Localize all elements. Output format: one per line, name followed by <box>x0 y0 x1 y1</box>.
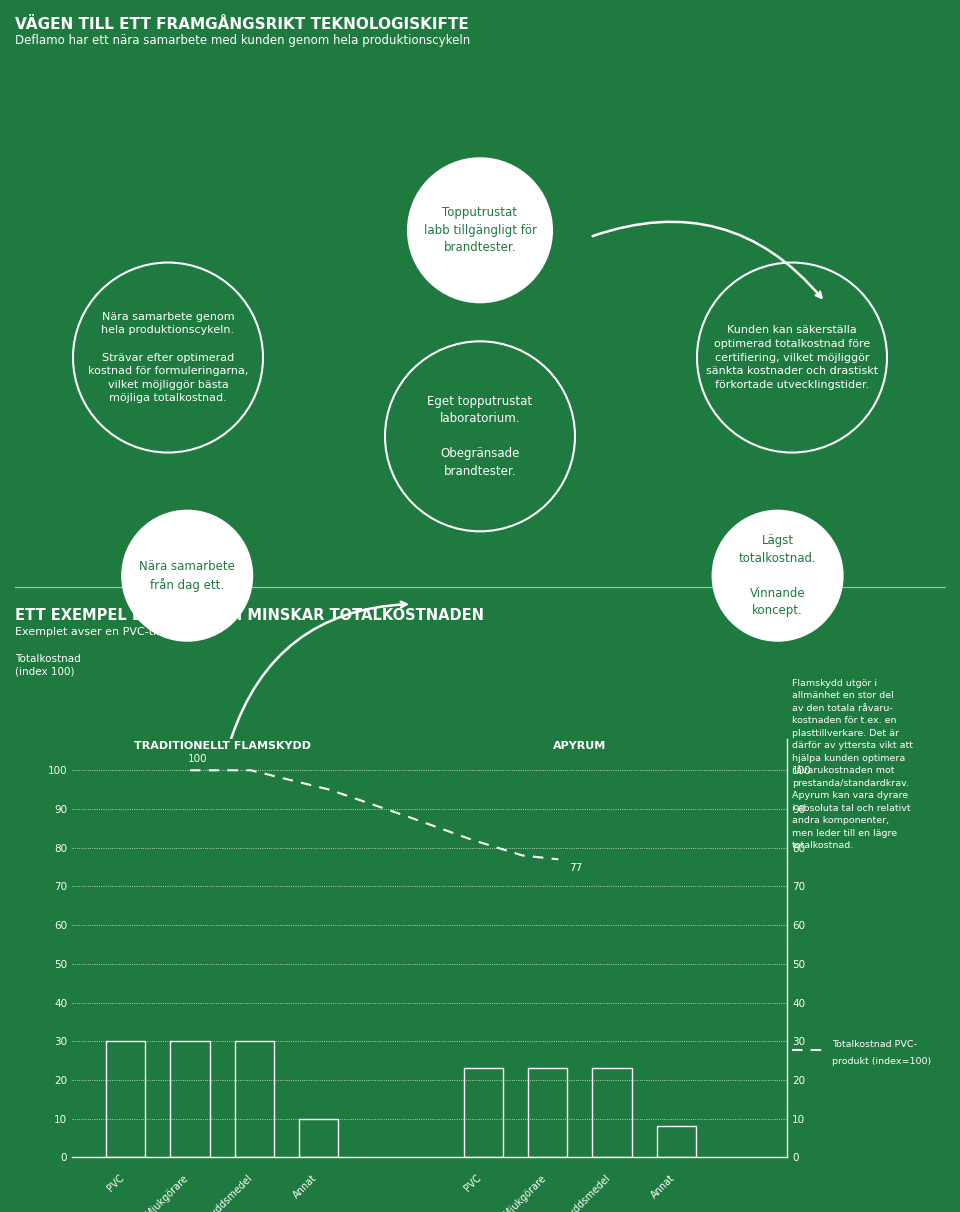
Bar <box>106 1041 145 1157</box>
Text: Eget topputrustat
laboratorium.

Obegränsade
brandtester.: Eget topputrustat laboratorium. Obegräns… <box>427 395 533 478</box>
Text: Annat: Annat <box>291 1173 319 1201</box>
Text: PVC: PVC <box>463 1173 483 1194</box>
Text: Nära samarbete
från dag ett.: Nära samarbete från dag ett. <box>139 560 235 591</box>
Text: VÄGEN TILL ETT FRAMGÅNGSRIKT TEKNOLOGISKIFTE: VÄGEN TILL ETT FRAMGÅNGSRIKT TEKNOLOGISK… <box>15 17 468 32</box>
Text: Nära samarbete genom
hela produktionscykeln.

Strävar efter optimerad
kostnad fö: Nära samarbete genom hela produktionscyk… <box>87 311 249 404</box>
Text: 77: 77 <box>569 863 583 873</box>
Circle shape <box>122 510 252 641</box>
Text: Exemplet avser en PVC-tillverkare: Exemplet avser en PVC-tillverkare <box>15 627 205 638</box>
Text: Mjukgörare: Mjukgörare <box>502 1173 547 1212</box>
Bar <box>657 1126 696 1157</box>
Text: (index 100): (index 100) <box>15 667 75 676</box>
Bar <box>592 1069 632 1157</box>
Text: PVC: PVC <box>105 1173 126 1194</box>
Text: Lägst
totalkostnad.

Vinnande
koncept.: Lägst totalkostnad. Vinnande koncept. <box>739 534 816 617</box>
Text: Flamskyddsmedel: Flamskyddsmedel <box>542 1173 612 1212</box>
Text: TRADITIONELLT FLAMSKYDD: TRADITIONELLT FLAMSKYDD <box>133 741 311 751</box>
Text: ETT EXEMPEL DÄR APYRUM MINSKAR TOTALKOSTNADEN: ETT EXEMPEL DÄR APYRUM MINSKAR TOTALKOST… <box>15 608 484 623</box>
Bar <box>300 1119 339 1157</box>
Text: Kunden kan säkerställa
optimerad totalkostnad före
certifiering, vilket möjliggö: Kunden kan säkerställa optimerad totalko… <box>706 325 878 390</box>
Bar <box>234 1041 274 1157</box>
Text: produkt (index=100): produkt (index=100) <box>831 1057 931 1067</box>
Text: Mjukgörare: Mjukgörare <box>144 1173 190 1212</box>
Text: Annat: Annat <box>649 1173 677 1201</box>
Bar <box>528 1069 567 1157</box>
Text: Deflamo har ett nära samarbete med kunden genom hela produktionscykeln: Deflamo har ett nära samarbete med kunde… <box>15 34 470 47</box>
Bar <box>464 1069 503 1157</box>
Text: Flamskydd utgör i
allmänhet en stor del
av den totala råvaru-
kostnaden för t.ex: Flamskydd utgör i allmänhet en stor del … <box>792 679 913 851</box>
Text: 100: 100 <box>187 755 207 765</box>
Bar <box>170 1041 209 1157</box>
Text: Flamskyddsmedel: Flamskyddsmedel <box>185 1173 254 1212</box>
Circle shape <box>712 510 843 641</box>
Text: Totalkostnad: Totalkostnad <box>15 654 81 664</box>
Circle shape <box>408 159 552 302</box>
Text: Totalkostnad PVC-: Totalkostnad PVC- <box>831 1040 917 1050</box>
Text: Topputrustat
labb tillgängligt för
brandtester.: Topputrustat labb tillgängligt för brand… <box>423 206 537 255</box>
Text: APYRUM: APYRUM <box>553 741 607 751</box>
